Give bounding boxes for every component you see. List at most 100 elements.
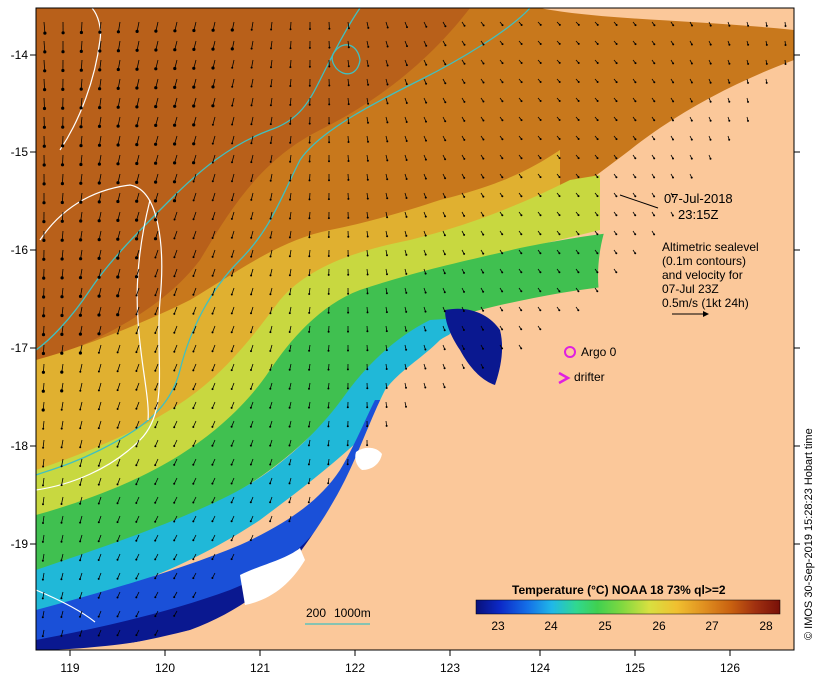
velocity-arrow-head	[327, 463, 330, 466]
velocity-arrow-head	[443, 367, 446, 370]
velocity-arrow-head	[116, 143, 120, 147]
velocity-arrow-head	[653, 195, 656, 198]
velocity-arrow-head	[60, 559, 63, 562]
sst-band-cyan	[36, 318, 460, 615]
velocity-arrow-head	[366, 216, 369, 219]
velocity-arrow-head	[230, 312, 233, 315]
velocity-arrow-head	[308, 160, 311, 163]
velocity-arrow-head	[308, 293, 311, 295]
velocity-arrow-head	[463, 195, 466, 198]
velocity-arrow-head	[41, 597, 44, 600]
velocity-arrow-head	[347, 141, 350, 143]
velocity-arrow-head	[41, 578, 44, 581]
velocity-arrow-head	[424, 329, 427, 332]
velocity-arrow-head	[269, 520, 272, 523]
velocity-arrow-head	[443, 253, 446, 256]
velocity-arrow-head	[424, 177, 427, 180]
velocity-arrow-head	[482, 100, 485, 103]
velocity-arrow	[366, 21, 369, 28]
velocity-arrow-head	[577, 100, 580, 102]
velocity-arrow	[79, 534, 83, 542]
velocity-arrow-head	[79, 615, 81, 618]
velocity-arrow-head	[728, 62, 731, 65]
velocity-arrow-head	[558, 176, 561, 179]
velocity-arrow-head	[539, 176, 542, 179]
velocity-arrow-head	[173, 445, 176, 447]
velocity-arrow	[154, 439, 159, 447]
velocity-arrow-head	[269, 160, 272, 163]
velocity-arrow-head	[672, 157, 674, 160]
velocity-arrow	[117, 515, 121, 523]
velocity-arrow-head	[462, 310, 465, 312]
velocity-arrow-head	[289, 66, 292, 69]
velocity-arrow	[212, 382, 216, 390]
velocity-arrow	[192, 477, 197, 484]
velocity-arrow	[135, 458, 140, 466]
velocity-arrow-head	[288, 463, 291, 466]
velocity-arrow-head	[192, 558, 195, 561]
velocity-arrow	[135, 496, 140, 504]
velocity-arrow-head	[269, 236, 272, 239]
velocity-arrow-head	[211, 255, 214, 258]
velocity-arrow-head	[308, 368, 311, 371]
velocity-arrow-head	[135, 143, 139, 147]
velocity-arrow	[117, 382, 121, 391]
velocity-arrow-head	[269, 104, 272, 107]
velocity-arrow-head	[116, 558, 119, 561]
velocity-arrow	[250, 230, 254, 238]
velocity-arrow	[269, 382, 273, 389]
isobath-200m	[36, 8, 531, 476]
velocity-arrow-head	[60, 219, 64, 223]
velocity-arrow-head	[288, 387, 291, 390]
velocity-arrow-head	[308, 311, 311, 314]
velocity-arrow-head	[60, 578, 63, 581]
velocity-arrow-head	[615, 24, 618, 26]
velocity-arrow-head	[154, 464, 157, 467]
velocity-arrow-head	[596, 23, 599, 26]
velocity-arrow-head	[192, 539, 195, 542]
velocity-arrow-head	[173, 426, 176, 429]
velocity-arrow-head	[41, 370, 46, 374]
velocity-arrow	[270, 287, 273, 295]
velocity-arrow	[270, 211, 273, 219]
velocity-arrow-head	[135, 29, 139, 33]
velocity-arrow-head	[690, 138, 693, 141]
velocity-arrow-head	[520, 290, 523, 293]
velocity-arrow-head	[116, 181, 120, 185]
velocity-arrow-head	[539, 81, 542, 83]
velocity-arrow-head	[482, 309, 485, 312]
velocity-arrow	[231, 439, 235, 446]
velocity-arrow	[212, 287, 216, 295]
velocity-arrow-head	[250, 236, 253, 239]
velocity-arrow-head	[539, 100, 542, 102]
colorbar	[475, 599, 781, 615]
sst-band-green	[36, 232, 620, 575]
velocity-arrow-head	[41, 351, 46, 356]
velocity-arrow-head	[577, 252, 580, 255]
x-tick-label: 124	[530, 661, 550, 675]
velocity-arrow-head	[520, 119, 523, 122]
velocity-arrow	[269, 344, 273, 352]
velocity-arrow-head	[405, 386, 407, 389]
velocity-arrow	[79, 420, 83, 429]
velocity-arrow	[270, 325, 273, 333]
velocity-arrow-head	[539, 43, 542, 45]
velocity-arrow-head	[728, 81, 731, 84]
velocity-arrow-head	[482, 328, 484, 331]
velocity-arrow-head	[385, 368, 388, 370]
velocity-arrow-head	[135, 351, 138, 354]
velocity-arrow-head	[116, 521, 119, 524]
velocity-arrow	[98, 610, 102, 617]
velocity-arrow-head	[367, 64, 370, 67]
velocity-arrow-head	[211, 501, 214, 504]
velocity-arrow-head	[385, 330, 388, 333]
velocity-arrow-head	[60, 616, 63, 618]
velocity-arrow-head	[615, 271, 618, 274]
velocity-arrow-head	[135, 577, 138, 580]
velocity-arrow-head	[347, 349, 349, 352]
velocity-arrow-head	[60, 163, 65, 167]
velocity-arrow-head	[405, 64, 408, 67]
velocity-arrow-head	[43, 69, 47, 73]
velocity-arrow-head	[634, 100, 637, 103]
velocity-arrow	[42, 496, 45, 505]
